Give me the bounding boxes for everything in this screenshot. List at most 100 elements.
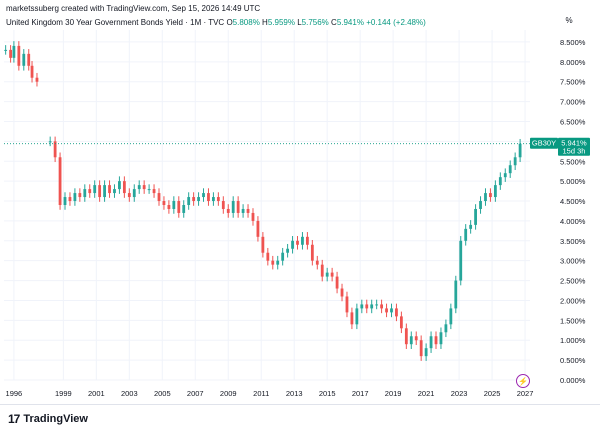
price-tag-value: 5.941% xyxy=(561,139,587,148)
tradingview-logo[interactable]: 17 TradingView xyxy=(8,412,88,426)
candle-body xyxy=(365,304,369,309)
candle-body xyxy=(424,348,428,357)
legend-low-value: 5.756% xyxy=(301,18,329,27)
candle-body xyxy=(320,264,324,277)
y-tick-label: 4.000% xyxy=(560,217,586,226)
candle-body xyxy=(212,197,215,202)
price-tag-symbol-bg xyxy=(530,137,558,149)
candle-body xyxy=(434,336,438,345)
y-tick-label: 3.000% xyxy=(560,257,586,266)
y-tick-label: 3.500% xyxy=(560,237,586,246)
y-tick-label: 2.500% xyxy=(560,277,586,286)
candle-body xyxy=(474,208,477,225)
candle-body xyxy=(385,308,388,313)
candle-body xyxy=(207,193,210,202)
credit-text: marketssuberg created with TradingView.c… xyxy=(6,4,261,13)
footer xyxy=(0,404,600,434)
candle-body xyxy=(360,304,364,309)
x-tick-label: 2011 xyxy=(253,389,269,398)
legend-open-value: 5.808% xyxy=(232,18,260,27)
candle-body xyxy=(469,224,473,229)
candle-body xyxy=(187,197,191,205)
candle-body xyxy=(88,189,92,194)
candle-body xyxy=(395,308,398,317)
candle-body xyxy=(439,332,443,345)
candle-body xyxy=(48,141,52,143)
candle-body xyxy=(390,308,393,313)
y-tick-label: 8.500% xyxy=(560,38,586,47)
candle-body xyxy=(30,65,34,78)
candle-body xyxy=(221,201,225,209)
x-tick-label: 2019 xyxy=(385,389,402,398)
candle-body xyxy=(508,165,512,174)
x-tick-label: 2027 xyxy=(517,389,534,398)
candle-body xyxy=(27,53,31,66)
candle-body xyxy=(375,304,379,306)
x-tick-label: 2021 xyxy=(418,389,435,398)
candle-body xyxy=(513,157,517,166)
x-tick-label: 2025 xyxy=(484,389,501,398)
y-tick-label: 6.500% xyxy=(560,117,586,126)
candle-body xyxy=(108,185,111,194)
candle-body xyxy=(98,185,102,198)
candle-body xyxy=(256,220,260,237)
candle-body xyxy=(286,248,290,253)
candle-body xyxy=(454,280,458,309)
candle-body xyxy=(266,252,270,261)
candle-body xyxy=(9,49,12,58)
y-tick-label: 8.000% xyxy=(560,58,586,67)
candle-body xyxy=(137,185,141,190)
candle-body xyxy=(444,324,448,333)
percent-scale-button[interactable]: % xyxy=(565,16,573,25)
candle-body xyxy=(355,308,359,325)
y-tick-label: 7.000% xyxy=(560,98,586,107)
x-tick-label: 2001 xyxy=(88,389,105,398)
candle-body xyxy=(152,189,156,194)
candle-body xyxy=(83,189,87,198)
candle-body xyxy=(147,189,151,191)
x-tick-label: 2013 xyxy=(286,389,303,398)
legend: United Kingdom 30 Year Government Bonds … xyxy=(6,18,426,27)
candle-body xyxy=(335,276,339,289)
price-tag-symbol: GB30Y xyxy=(532,139,556,148)
candle-body xyxy=(78,193,82,198)
candle-body xyxy=(132,189,136,198)
candle-body xyxy=(464,228,468,241)
candle-body xyxy=(202,193,205,198)
candle-body xyxy=(330,272,334,277)
candle-body xyxy=(162,201,166,205)
x-tick-label: 1999 xyxy=(55,389,72,398)
x-tick-label: 2007 xyxy=(187,389,204,398)
legend-close-label: C xyxy=(331,18,337,27)
candle-body xyxy=(177,201,181,213)
candle-body xyxy=(113,189,116,194)
candle-body xyxy=(380,304,383,309)
y-tick-label: 1.000% xyxy=(560,336,586,345)
legend-close-value: 5.941% xyxy=(336,18,364,27)
x-tick-label: 1996 xyxy=(6,389,23,398)
x-tick-label: 2003 xyxy=(121,389,138,398)
candle-body xyxy=(498,177,502,186)
legend-change: +0.144 (+2.48%) xyxy=(366,18,426,27)
candle-body xyxy=(192,197,196,202)
x-tick-label: 2015 xyxy=(319,389,336,398)
x-tick-label: 2017 xyxy=(352,389,369,398)
candle-body xyxy=(157,193,161,202)
candle-body xyxy=(479,201,482,209)
candle-body xyxy=(226,208,230,213)
candle-body xyxy=(518,143,522,158)
candle-body xyxy=(231,201,235,213)
price-chart[interactable]: 8.500%8.000%7.500%7.000%6.500%6.000%5.50… xyxy=(0,0,600,404)
candle-body xyxy=(296,240,299,245)
y-tick-label: 7.500% xyxy=(560,78,586,87)
candle-body xyxy=(350,312,354,325)
x-tick-label: 2023 xyxy=(451,389,468,398)
candle-body xyxy=(291,240,294,249)
candle-body xyxy=(251,212,255,221)
candle-body xyxy=(118,181,121,190)
candle-body xyxy=(414,336,418,341)
lightning-icon[interactable]: ⚡ xyxy=(516,374,530,388)
price-tag-countdown: 15d 3h xyxy=(563,147,586,156)
legend-open-label: O xyxy=(226,18,233,27)
candle-body xyxy=(261,236,265,253)
